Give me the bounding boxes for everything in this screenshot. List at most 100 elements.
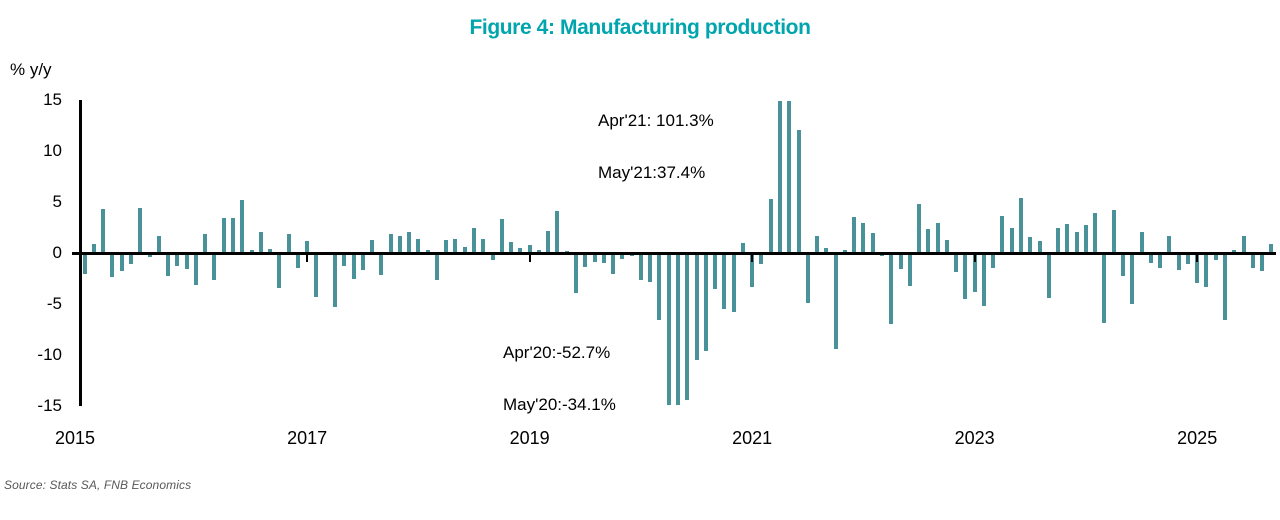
annotation-trough-line2: May'20:-34.1%: [503, 395, 616, 414]
bar: [425, 249, 430, 253]
bar: [731, 253, 736, 313]
bar: [453, 238, 458, 253]
bar: [917, 204, 922, 253]
bar: [963, 253, 968, 299]
bar: [685, 253, 690, 400]
bar: [305, 240, 310, 253]
annotation-trough: Apr'20:-52.7% May'20:-34.1%: [503, 340, 616, 418]
y-tick-label: 15: [43, 90, 62, 109]
bar: [119, 253, 124, 272]
bar: [1028, 236, 1033, 253]
bar: [277, 253, 282, 288]
bar: [824, 247, 829, 253]
bar: [768, 198, 773, 253]
bar: [370, 239, 375, 253]
bar: [147, 253, 152, 258]
bar: [527, 244, 532, 253]
bar: [1111, 210, 1116, 253]
x-axis-year-tick: [973, 255, 976, 262]
bar: [193, 253, 198, 285]
bar: [444, 239, 449, 253]
bar: [397, 235, 402, 253]
bar: [833, 253, 838, 349]
bar: [156, 235, 161, 253]
bar: [268, 248, 273, 253]
chart-title: Figure 4: Manufacturing production: [469, 16, 811, 39]
bar: [815, 235, 820, 253]
bar: [1223, 253, 1227, 321]
bar: [694, 253, 699, 361]
bar: [509, 241, 514, 253]
bar: [713, 253, 718, 289]
bar: [796, 129, 801, 253]
bar: [128, 253, 133, 265]
bar: [490, 253, 495, 261]
bar: [750, 253, 755, 287]
bar: [416, 238, 421, 253]
bar: [221, 218, 226, 253]
bar: [1176, 253, 1181, 271]
bar: [1037, 240, 1042, 253]
bar: [1213, 253, 1218, 261]
bar: [91, 243, 96, 253]
bar: [472, 227, 477, 253]
bar: [536, 249, 541, 253]
bar: [138, 208, 143, 253]
bar: [555, 211, 560, 253]
bar: [258, 231, 263, 253]
bar: [787, 101, 792, 253]
bar: [518, 247, 523, 253]
bar: [110, 253, 115, 278]
bar: [1093, 213, 1098, 253]
bar: [203, 233, 208, 253]
bar: [1000, 216, 1005, 253]
bar: [1009, 227, 1014, 253]
x-axis-zero-line: [79, 252, 1276, 255]
y-axis-unit-label: % y/y: [10, 60, 52, 79]
bar: [722, 253, 727, 310]
bar: [991, 253, 996, 269]
annotation-peak-line2: May'21:37.4%: [598, 163, 706, 182]
bar: [314, 253, 319, 297]
bar: [852, 217, 857, 253]
bar: [657, 253, 662, 321]
bar: [1046, 253, 1051, 298]
bar: [1074, 231, 1079, 253]
bar: [499, 219, 504, 253]
bar: [676, 253, 680, 405]
bar: [926, 228, 931, 253]
bar: [546, 230, 551, 253]
x-tick-label: 2017: [287, 428, 328, 448]
bar: [1130, 253, 1135, 304]
bar: [972, 253, 977, 292]
bar: [1083, 225, 1088, 253]
bar: [175, 253, 180, 267]
bar: [703, 253, 708, 351]
bar: [342, 253, 347, 267]
y-tick-label: 5: [52, 192, 62, 211]
bar: [648, 253, 653, 282]
x-axis-year-tick: [528, 255, 531, 262]
bar: [379, 253, 384, 276]
x-tick-label: 2019: [509, 428, 550, 448]
bar: [212, 253, 217, 280]
bar: [230, 218, 235, 253]
bar: [638, 253, 643, 280]
bar: [981, 253, 986, 307]
bar: [462, 246, 467, 253]
bar: [1232, 249, 1237, 253]
annotation-peak-line1: Apr'21: 101.3%: [598, 111, 714, 130]
bar: [1148, 253, 1153, 264]
x-axis-year-tick: [1196, 255, 1199, 262]
bar: [1065, 224, 1070, 253]
bar: [249, 249, 254, 253]
x-axis-year-tick: [751, 255, 754, 262]
bar: [1204, 253, 1209, 287]
bar: [759, 253, 764, 265]
annotation-peak: Apr'21: 101.3% May'21:37.4%: [598, 108, 714, 186]
bar: [601, 253, 606, 264]
bar: [574, 253, 578, 293]
y-tick-label: -15: [37, 396, 62, 415]
